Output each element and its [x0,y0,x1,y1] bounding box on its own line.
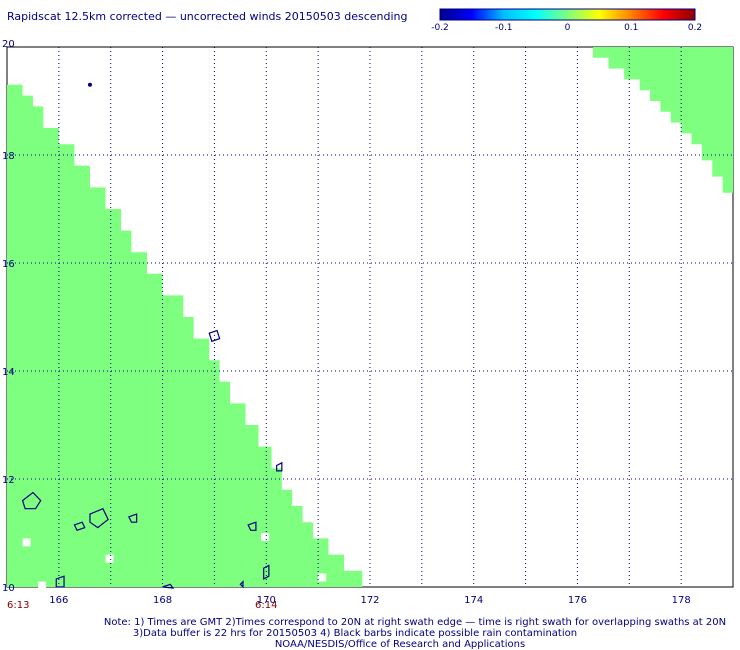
grid-lines [7,47,733,587]
data-gap [261,533,270,541]
time-label: 6:13 [7,600,29,611]
data-gap [318,573,327,582]
island-outline [162,583,175,589]
island-outline [55,575,65,588]
x-tick-label: 172 [360,595,379,606]
note-line-3: NOAA/NESDIS/Office of Research and Appli… [275,639,525,650]
colorbar-tick-label: -0.2 [431,23,449,33]
note-line-2: 3)Data buffer is 22 hrs for 20150503 4) … [133,628,577,639]
swath-layer [7,47,733,590]
x-tick-labels: 166 168 170 172 174 176 178 [49,595,690,606]
island-outline [73,521,86,532]
x-tick-label: 166 [49,595,68,606]
swath-left [7,84,363,588]
time-label: 6:14 [255,600,277,611]
island-outline [89,507,109,529]
y-tick-label: 12 [2,475,15,486]
colorbar-tick-label: 0.1 [624,23,638,33]
island-outline [128,513,138,523]
x-tick-label: 168 [153,595,172,606]
island-outlines [21,82,283,589]
x-tick-label: 178 [672,595,691,606]
y-tick-label: 18 [2,151,15,162]
island-outline [247,521,257,531]
y-tick-label: 20 [2,39,15,50]
data-gap [38,581,47,590]
island-dot [87,82,92,87]
x-tick-label: 174 [464,595,483,606]
island-outline [21,491,42,510]
colorbar-tick-label: -0.1 [495,23,513,33]
colorbar-tick-label: 0 [565,23,571,33]
chart-title: Rapidscat 12.5km corrected — uncorrected… [7,10,408,23]
island-outline [276,461,283,472]
data-gap [22,538,31,547]
swath-right [577,47,733,215]
colorbar-tick-label: 0.2 [688,23,702,33]
y-tick-labels: 10 12 14 16 18 20 [2,39,15,594]
note-line-1: Note: 1) Times are GMT 2)Times correspon… [104,617,726,628]
island-outline [239,580,244,589]
time-labels: 6:13 6:14 [7,600,278,611]
island-outline [263,564,270,580]
y-tick-label: 10 [2,583,15,594]
colorbar: -0.2 -0.1 0 0.1 0.2 [431,8,702,33]
x-tick-label: 170 [257,595,276,606]
colorbar-gradient [439,8,696,21]
y-tick-label: 16 [2,259,15,270]
data-gap [105,554,114,563]
y-tick-label: 14 [2,367,15,378]
x-tick-label: 176 [568,595,587,606]
